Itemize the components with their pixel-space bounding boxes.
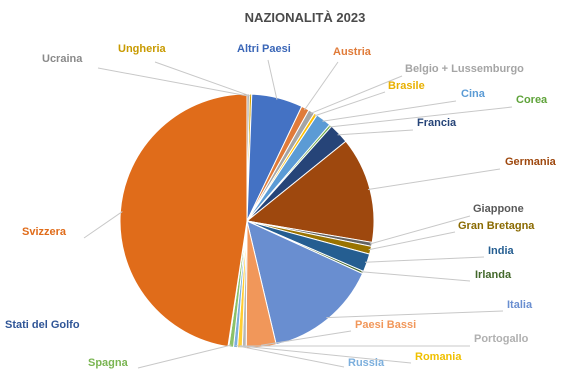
leader-line-romania bbox=[239, 345, 412, 364]
leader-line-cina bbox=[322, 100, 457, 122]
slice-label-altri-paesi: Altri Paesi bbox=[237, 43, 291, 55]
slice-label-ungheria: Ungheria bbox=[118, 43, 167, 55]
leader-line-russia bbox=[235, 344, 345, 368]
slice-label-portogallo: Portogallo bbox=[474, 333, 529, 345]
pie-slice-svizzera bbox=[119, 93, 248, 348]
leader-line-paesi-bassi bbox=[261, 330, 352, 346]
slice-label-ucraina: Ucraina bbox=[42, 53, 83, 65]
leader-line-giappone bbox=[369, 215, 471, 245]
slice-label-francia: Francia bbox=[417, 117, 457, 129]
slice-label-italia: Italia bbox=[507, 299, 533, 311]
slice-label-corea: Corea bbox=[516, 94, 548, 106]
slice-label-cina: Cina bbox=[461, 88, 486, 100]
leader-line-francia bbox=[337, 129, 414, 136]
leader-lines bbox=[83, 59, 513, 369]
leader-line-altri-paesi bbox=[267, 59, 278, 100]
slice-label-russia: Russia bbox=[348, 357, 385, 369]
leader-line-corea bbox=[329, 106, 513, 128]
leader-line-svizzera bbox=[83, 211, 123, 239]
leader-line-spagna bbox=[137, 344, 232, 369]
pie-slices bbox=[119, 93, 375, 349]
slice-label-romania: Romania bbox=[415, 351, 462, 363]
pie-slice-italia bbox=[246, 220, 364, 346]
leader-line-italia bbox=[326, 310, 504, 319]
slice-label-germania: Germania bbox=[505, 156, 557, 168]
slice-label-stati-del-golfo: Stati del Golfo bbox=[5, 319, 80, 331]
slice-label-paesi-bassi: Paesi Bassi bbox=[355, 319, 416, 331]
slice-labels: Ucraina Ungheria Altri Paesi Austria Belgio … bbox=[5, 43, 557, 369]
slice-label-spagna: Spagna bbox=[88, 357, 129, 369]
slice-label-belgio-lussemburgo: Belgio + Lussemburgo bbox=[405, 63, 524, 75]
slice-label-gran-bretagna: Gran Bretagna bbox=[458, 220, 535, 232]
chart-title: NAZIONALITÀ 2023 bbox=[245, 10, 366, 25]
slice-label-giappone: Giappone bbox=[473, 203, 524, 215]
leader-line-india bbox=[364, 256, 485, 263]
leader-line-gran-bretagna bbox=[368, 231, 456, 251]
leader-line-brasile bbox=[314, 91, 386, 117]
slice-label-svizzera: Svizzera bbox=[22, 226, 67, 238]
leader-line-irlanda bbox=[361, 271, 471, 282]
slice-label-brasile: Brasile bbox=[388, 80, 425, 92]
leader-line-belgio-lussemburgo bbox=[310, 75, 403, 114]
slice-label-irlanda: Irlanda bbox=[475, 269, 512, 281]
leader-line-germania bbox=[367, 168, 501, 191]
leader-line-ucraina bbox=[97, 67, 249, 97]
slice-label-austria: Austria bbox=[333, 46, 372, 58]
leader-line-ungheria bbox=[154, 61, 251, 97]
slice-label-india: India bbox=[488, 245, 515, 257]
leader-line-austria bbox=[304, 61, 339, 111]
